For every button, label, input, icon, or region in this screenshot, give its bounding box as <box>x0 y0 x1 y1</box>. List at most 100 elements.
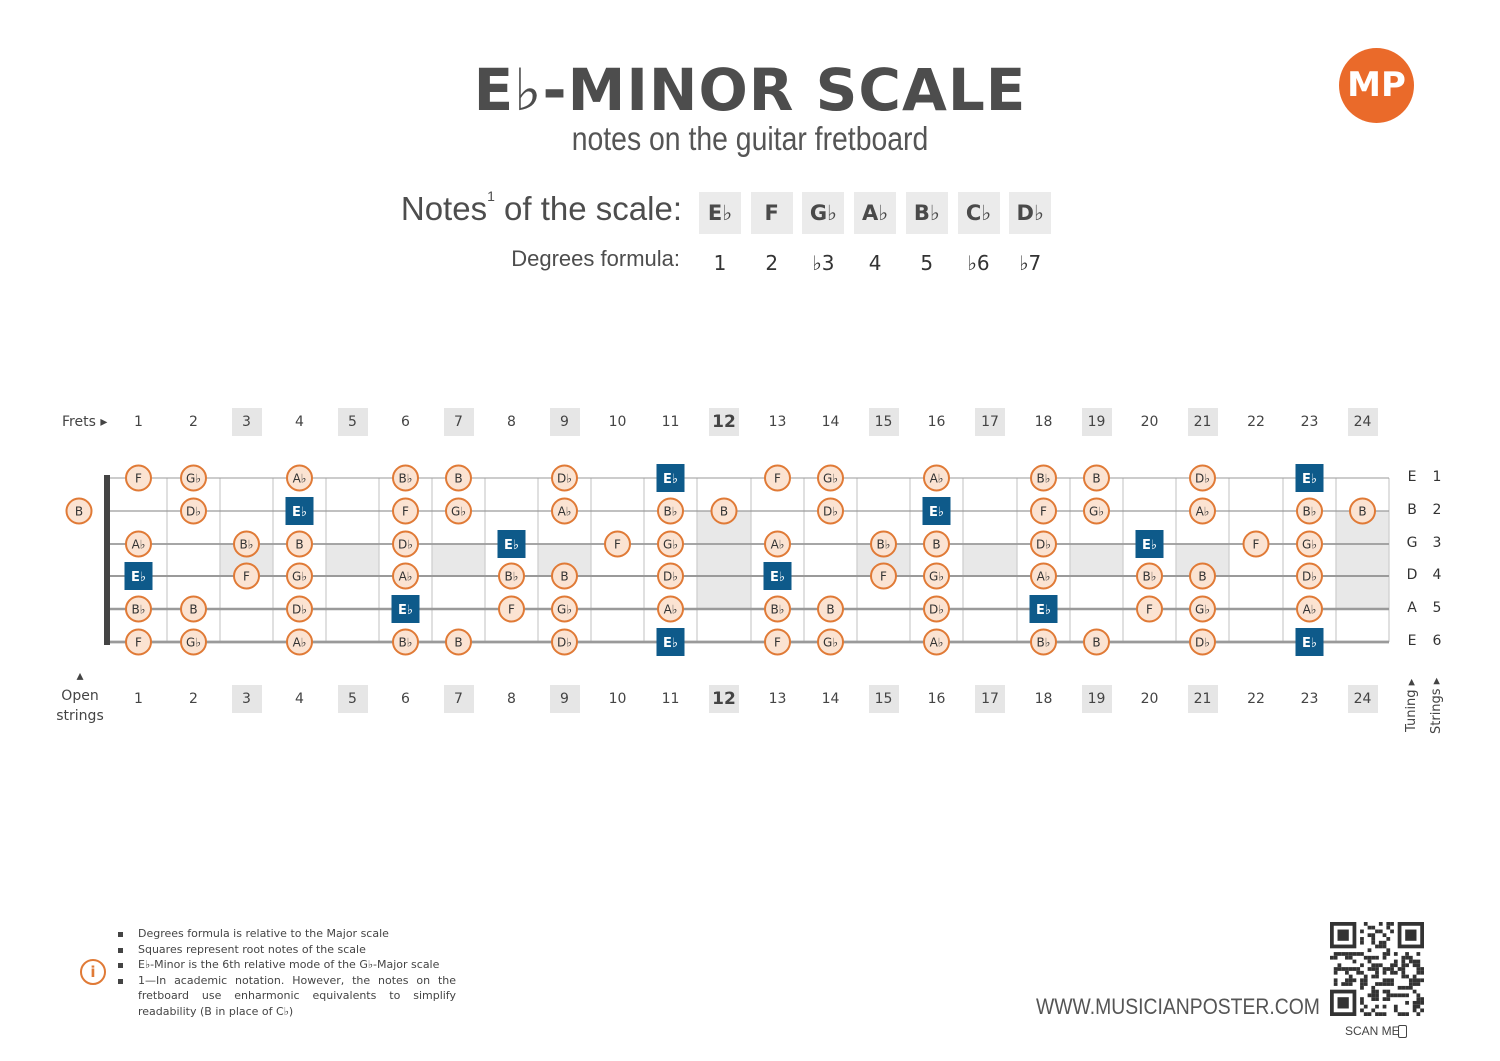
top-fret-number: 21 <box>1187 408 1218 436</box>
tuning-label: Tuning ▸ <box>1404 678 1419 732</box>
scale-note-label: A♭ <box>558 505 572 519</box>
bottom-fret-number: 11 <box>661 691 680 707</box>
root-note-square <box>1295 464 1324 492</box>
notes-label-rest: of the scale: <box>494 190 682 227</box>
scale-note-circle <box>286 530 313 558</box>
scale-note-label: A♭ <box>293 636 307 650</box>
footnote-item: 1—In academic notation. However, the not… <box>118 973 456 1020</box>
scale-note-circle <box>551 497 578 525</box>
scale-note-label: F <box>1040 505 1047 519</box>
page-subtitle: notes on the guitar fretboard <box>571 120 929 157</box>
fret-inlay <box>1070 544 1123 576</box>
scale-note-label: F <box>1146 603 1153 617</box>
root-note-label: E♭ <box>1036 603 1051 618</box>
nut <box>104 475 110 645</box>
fret-inlay <box>432 544 485 576</box>
scale-note-label: B <box>189 603 197 617</box>
scale-note-label: F <box>508 603 515 617</box>
scale-note-label: G♭ <box>451 505 466 519</box>
top-fret-number: 19 <box>1081 408 1112 436</box>
page-title: E♭-MINOR SCALE <box>473 56 1027 124</box>
scale-note-label: D♭ <box>557 636 572 650</box>
scale-note-circle <box>1030 530 1057 558</box>
scale-note-circle <box>1296 595 1323 623</box>
scale-note-circle <box>657 562 684 590</box>
scale-note-label: G♭ <box>823 472 838 486</box>
top-fret-number: 14 <box>821 414 840 430</box>
scale-note-circle <box>125 530 152 558</box>
scale-note-label: B♭ <box>399 472 413 486</box>
open-label-line2: strings <box>56 708 104 724</box>
scale-note-label: G♭ <box>186 472 201 486</box>
top-fret-number: 8 <box>507 414 516 430</box>
footnote-item: Squares represent root notes of the scal… <box>118 942 456 958</box>
scale-note-circle <box>1189 497 1216 525</box>
scale-note-label: G♭ <box>292 570 307 584</box>
scale-note-circle <box>180 464 207 492</box>
string-number: 5 <box>1432 600 1442 616</box>
scale-note-box: E♭ <box>699 192 741 234</box>
scale-note-circle <box>870 530 897 558</box>
bottom-fret-number: 19 <box>1081 685 1112 713</box>
scale-note-label: A♭ <box>930 636 944 650</box>
root-note-square <box>497 530 526 558</box>
scale-note-box: A♭ <box>854 192 897 234</box>
website-link[interactable]: WWW.MUSICIANPOSTER.COM <box>1036 994 1320 1019</box>
scale-note-label: F <box>243 570 250 584</box>
scale-note-circle <box>817 595 844 623</box>
notes-label-word: Notes <box>400 190 488 227</box>
scale-note-circle <box>286 562 313 590</box>
fret-inlay <box>963 544 1017 576</box>
fret-inlay <box>326 544 379 576</box>
top-fret-number: 24 <box>1347 408 1378 436</box>
scale-note-label: D♭ <box>929 603 944 617</box>
root-note-label: E♭ <box>929 505 944 520</box>
tuning-note: G <box>1406 535 1418 551</box>
top-fret-number: 11 <box>661 414 680 430</box>
scale-note-label: F <box>402 505 409 519</box>
scale-note-circle <box>551 595 578 623</box>
scale-note-label: D♭ <box>823 505 838 519</box>
degree-value: ♭7 <box>1019 251 1042 275</box>
top-fret-number: 20 <box>1140 414 1159 430</box>
scale-note-circle <box>1189 595 1216 623</box>
top-fret-number: 12 <box>709 408 739 436</box>
scale-note-label: A♭ <box>1196 505 1210 519</box>
scale-note-circle <box>392 562 419 590</box>
footnote-item: Degrees formula is relative to the Major… <box>118 926 456 942</box>
scale-note-label: B♭ <box>240 538 254 552</box>
top-fret-number: 2 <box>189 414 198 430</box>
string-number: 6 <box>1432 633 1442 649</box>
scale-note-label: B <box>295 538 303 552</box>
scale-note-label: G♭ <box>186 636 201 650</box>
tuning-note: B <box>1407 502 1417 518</box>
tuning-note: A <box>1407 600 1417 616</box>
scale-note-label: F <box>135 472 142 486</box>
degrees-formula-label: Degrees formula: <box>511 246 680 271</box>
root-note-square <box>1295 628 1324 656</box>
scale-note-circle <box>1083 464 1110 492</box>
scale-note-circle <box>1083 628 1110 656</box>
scale-note-label: G♭ <box>1089 505 1104 519</box>
qr-code-icon[interactable] <box>1330 922 1424 1016</box>
scale-note-circle <box>1296 562 1323 590</box>
scale-note-label: D♭ <box>1195 636 1210 650</box>
root-note-square <box>922 497 951 525</box>
degree-value: 5 <box>920 251 934 275</box>
footnote-item: E♭-Minor is the 6th relative mode of the… <box>118 957 456 973</box>
scale-note-circle <box>551 464 578 492</box>
footnote-marker: 1 <box>487 188 495 204</box>
scale-note-label: B <box>454 472 462 486</box>
scale-note-circle <box>392 628 419 656</box>
bottom-fret-number: 6 <box>401 691 410 707</box>
scale-note-circle <box>392 497 419 525</box>
bottom-fret-number: 3 <box>231 685 262 713</box>
scale-note-circle <box>657 530 684 558</box>
root-note-label: E♭ <box>1302 636 1317 651</box>
scale-note-label: B <box>826 603 834 617</box>
scale-note-circle <box>551 562 578 590</box>
root-note-label: E♭ <box>1142 538 1157 553</box>
up-arrow-icon: ▴ <box>76 668 84 684</box>
scale-note-label: A♭ <box>771 538 785 552</box>
scale-note-label: G♭ <box>663 538 678 552</box>
